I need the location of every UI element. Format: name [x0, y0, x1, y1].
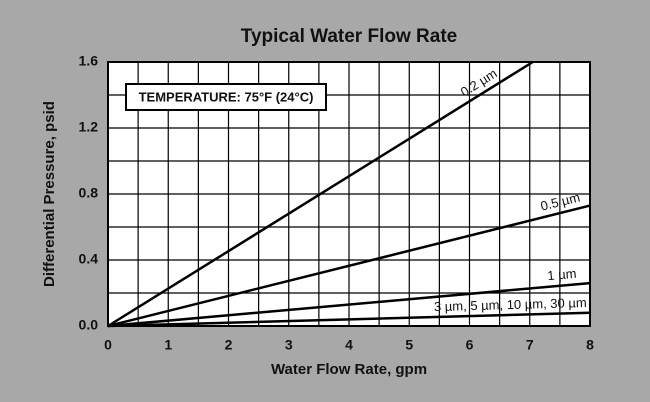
y-tick-label: 0.4 — [79, 251, 99, 267]
x-axis-label: Water Flow Rate, gpm — [271, 361, 427, 378]
y-tick-label: 0.0 — [79, 317, 99, 333]
line — [107, 60, 534, 328]
x-tick-label: 7 — [526, 337, 534, 353]
legend-label: 3 µm, 5 µm, 10 µm, 30 µm — [434, 295, 587, 314]
x-tick-label: 5 — [405, 337, 413, 353]
chart-title: Typical Water Flow Rate — [241, 26, 457, 47]
x-tick-label: 3 — [285, 337, 293, 353]
y-axis-label: Differential Pressure, psid — [41, 101, 58, 287]
annotation: TEMPERATURE: 75°F (24°C) — [139, 89, 314, 104]
line — [107, 311, 591, 328]
line — [107, 281, 591, 328]
legend-label: 1 µm — [547, 266, 577, 284]
y-tick-label: 1.2 — [79, 119, 99, 135]
line — [107, 204, 591, 328]
x-tick-label: 1 — [164, 337, 172, 353]
x-tick-label: 0 — [104, 337, 112, 353]
x-tick-label: 4 — [345, 337, 353, 353]
y-tick-label: 0.8 — [79, 185, 99, 201]
x-tick-label: 8 — [586, 337, 594, 353]
x-tick-label: 6 — [466, 337, 474, 353]
x-tick-label: 2 — [225, 337, 233, 353]
annotation-box — [125, 83, 327, 111]
y-tick-label: 1.6 — [79, 53, 99, 69]
plot-border — [107, 61, 591, 327]
